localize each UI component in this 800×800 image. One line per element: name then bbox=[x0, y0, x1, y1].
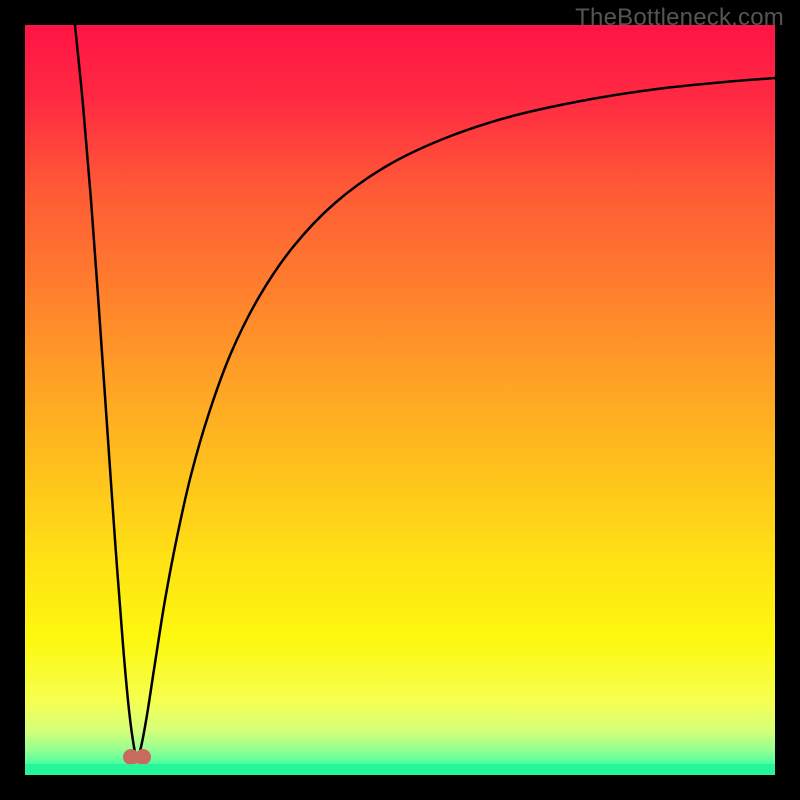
bottleneck-curve bbox=[25, 25, 775, 775]
plot-area bbox=[25, 25, 775, 775]
dip-heart-marker bbox=[123, 749, 151, 765]
bottom-green-band bbox=[25, 764, 775, 775]
chart-frame: TheBottleneck.com bbox=[0, 0, 800, 800]
